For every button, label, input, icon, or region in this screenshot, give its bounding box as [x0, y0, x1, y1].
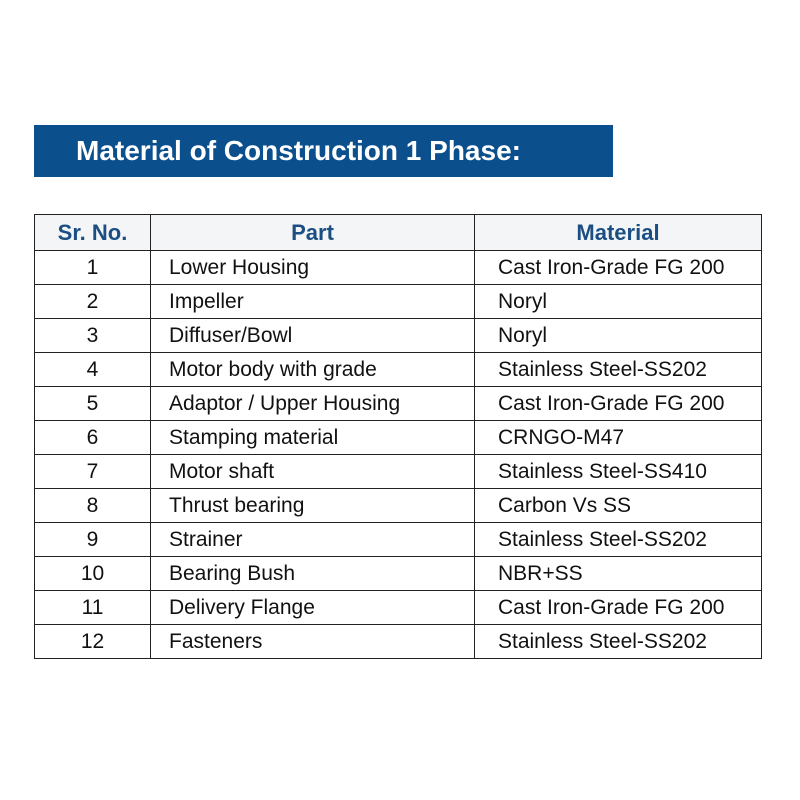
cell-material: CRNGO-M47	[474, 420, 762, 455]
cell-sr-no: 2	[34, 284, 151, 319]
cell-sr-no: 10	[34, 556, 151, 591]
table-row: 8 Thrust bearing Carbon Vs SS	[34, 488, 762, 523]
cell-part: Stamping material	[150, 420, 475, 455]
cell-part: Lower Housing	[150, 250, 475, 285]
cell-material: NBR+SS	[474, 556, 762, 591]
cell-sr-no: 9	[34, 522, 151, 557]
cell-part: Thrust bearing	[150, 488, 475, 523]
table-row: 6 Stamping material CRNGO-M47	[34, 420, 762, 455]
table-row: 1 Lower Housing Cast Iron-Grade FG 200	[34, 250, 762, 285]
header-material: Material	[474, 214, 762, 251]
table-row: 3 Diffuser/Bowl Noryl	[34, 318, 762, 353]
cell-part: Impeller	[150, 284, 475, 319]
table-row: 5 Adaptor / Upper Housing Cast Iron-Grade …	[34, 386, 762, 421]
cell-part: Delivery Flange	[150, 590, 475, 625]
cell-part: Strainer	[150, 522, 475, 557]
cell-material: Stainless Steel-SS202	[474, 624, 762, 659]
cell-sr-no: 4	[34, 352, 151, 387]
table-row: 11 Delivery Flange Cast Iron-Grade FG 200	[34, 590, 762, 625]
table-row: 7 Motor shaft Stainless Steel-SS410	[34, 454, 762, 489]
cell-part: Motor shaft	[150, 454, 475, 489]
page-title: Material of Construction 1 Phase:	[34, 125, 613, 177]
table-row: 12 Fasteners Stainless Steel-SS202	[34, 624, 762, 659]
cell-material: Cast Iron-Grade FG 200	[474, 590, 762, 625]
cell-material: Carbon Vs SS	[474, 488, 762, 523]
table-row: 2 Impeller Noryl	[34, 284, 762, 319]
cell-material: Cast Iron-Grade FG 200	[474, 250, 762, 285]
header-sr-no: Sr. No.	[34, 214, 151, 251]
cell-material: Stainless Steel-SS202	[474, 522, 762, 557]
cell-material: Cast Iron-Grade FG 200	[474, 386, 762, 421]
header-part: Part	[150, 214, 475, 251]
cell-sr-no: 6	[34, 420, 151, 455]
cell-sr-no: 7	[34, 454, 151, 489]
cell-material: Noryl	[474, 284, 762, 319]
table-header-row: Sr. No. Part Material	[34, 214, 762, 251]
cell-material: Stainless Steel-SS202	[474, 352, 762, 387]
cell-material: Stainless Steel-SS410	[474, 454, 762, 489]
cell-part: Fasteners	[150, 624, 475, 659]
cell-sr-no: 3	[34, 318, 151, 353]
materials-table: Sr. No. Part Material 1 Lower Housing Cast…	[34, 214, 762, 659]
cell-sr-no: 5	[34, 386, 151, 421]
cell-material: Noryl	[474, 318, 762, 353]
cell-sr-no: 8	[34, 488, 151, 523]
cell-sr-no: 11	[34, 590, 151, 625]
cell-part: Diffuser/Bowl	[150, 318, 475, 353]
cell-sr-no: 12	[34, 624, 151, 659]
table-row: 9 Strainer Stainless Steel-SS202	[34, 522, 762, 557]
table-row: 4 Motor body with grade Stainless Steel-SS…	[34, 352, 762, 387]
cell-sr-no: 1	[34, 250, 151, 285]
table-row: 10 Bearing Bush NBR+SS	[34, 556, 762, 591]
cell-part: Adaptor / Upper Housing	[150, 386, 475, 421]
cell-part: Motor body with grade	[150, 352, 475, 387]
cell-part: Bearing Bush	[150, 556, 475, 591]
